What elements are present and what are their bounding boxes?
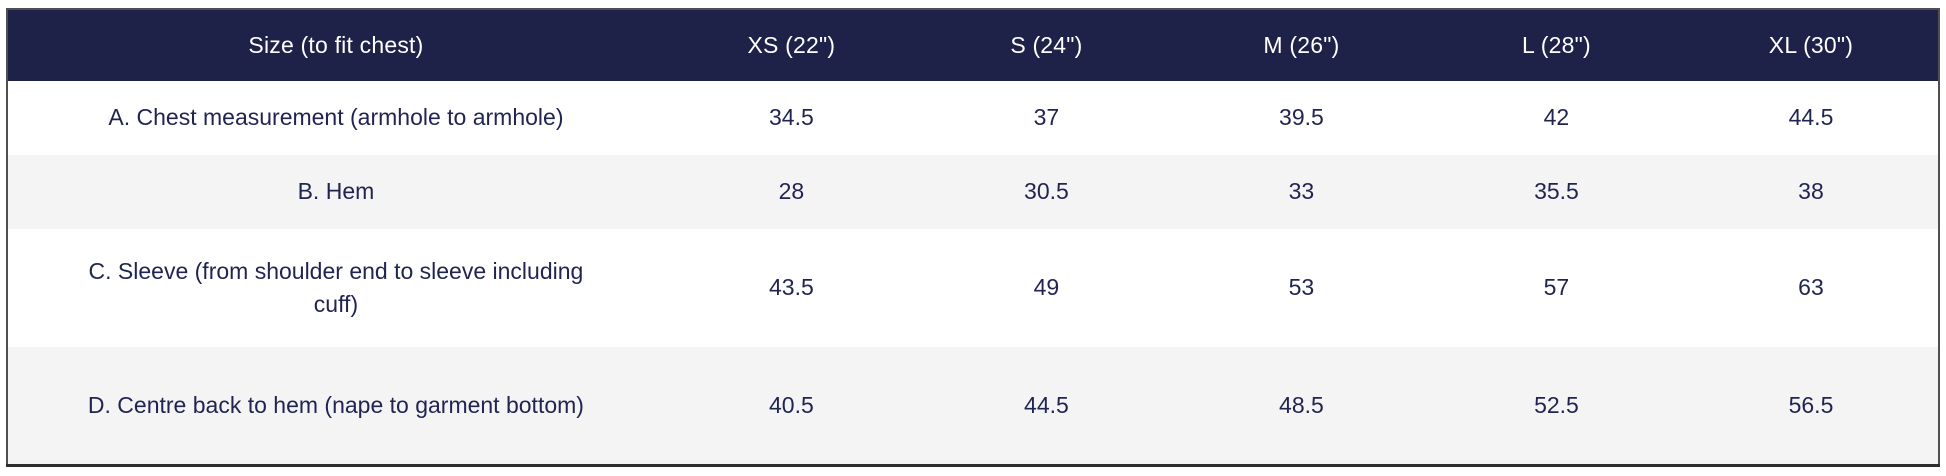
- table-body: A. Chest measurement (armhole to armhole…: [7, 81, 1939, 465]
- measurement-value: 56.5: [1788, 391, 1834, 418]
- measurement-value: 57: [1543, 274, 1570, 301]
- measurement-value: 52.5: [1534, 391, 1579, 418]
- measurement-label: D. Centre back to hem (nape to garment b…: [87, 391, 584, 418]
- measurement-label: C. Sleeve (from shoulder end to sleeve i…: [88, 257, 584, 317]
- measurement-value: 44.5: [1788, 104, 1834, 131]
- row-centre-back-to-hem: D. Centre back to hem (nape to garment b…: [7, 347, 1939, 465]
- header-s: S (24"): [918, 9, 1174, 81]
- row-chest-measurement: A. Chest measurement (armhole to armhole…: [7, 81, 1939, 155]
- row-hem: B. Hem 28 30.5 33 35.5 38: [7, 155, 1939, 229]
- measurement-value: 30.5: [1024, 178, 1069, 205]
- header-m: M (26"): [1173, 9, 1429, 81]
- measurement-label: A. Chest measurement (armhole to armhole…: [108, 104, 564, 131]
- measurement-value: 53: [1288, 274, 1315, 301]
- row-sleeve: C. Sleeve (from shoulder end to sleeve i…: [7, 229, 1939, 347]
- measurement-value: 48.5: [1279, 391, 1324, 418]
- header-l: L (28"): [1428, 9, 1684, 81]
- header-row: Size (to fit chest) XS (22") S (24") M (…: [7, 9, 1939, 81]
- measurement-value: 63: [1798, 274, 1824, 301]
- measurement-value: 28: [778, 178, 805, 205]
- measurement-value: 39.5: [1279, 104, 1324, 131]
- measurement-value: 49: [1033, 274, 1060, 301]
- measurement-value: 42: [1543, 104, 1570, 131]
- table-header: Size (to fit chest) XS (22") S (24") M (…: [7, 9, 1939, 81]
- header-xl: XL (30"): [1683, 9, 1939, 81]
- measurement-value: 38: [1798, 178, 1824, 205]
- measurement-value: 35.5: [1534, 178, 1579, 205]
- header-size-label: Size (to fit chest): [7, 9, 664, 81]
- measurement-value: 37: [1033, 104, 1060, 131]
- size-chart-table: Size (to fit chest) XS (22") S (24") M (…: [6, 8, 1940, 467]
- measurement-value: 34.5: [769, 104, 814, 131]
- measurement-value: 40.5: [769, 391, 814, 418]
- size-chart-container: Size (to fit chest) XS (22") S (24") M (…: [6, 8, 1940, 467]
- measurement-label: B. Hem: [297, 178, 375, 205]
- measurement-value: 44.5: [1024, 391, 1069, 418]
- header-xs: XS (22"): [663, 9, 919, 81]
- measurement-value: 33: [1288, 178, 1315, 205]
- measurement-value: 43.5: [769, 274, 814, 301]
